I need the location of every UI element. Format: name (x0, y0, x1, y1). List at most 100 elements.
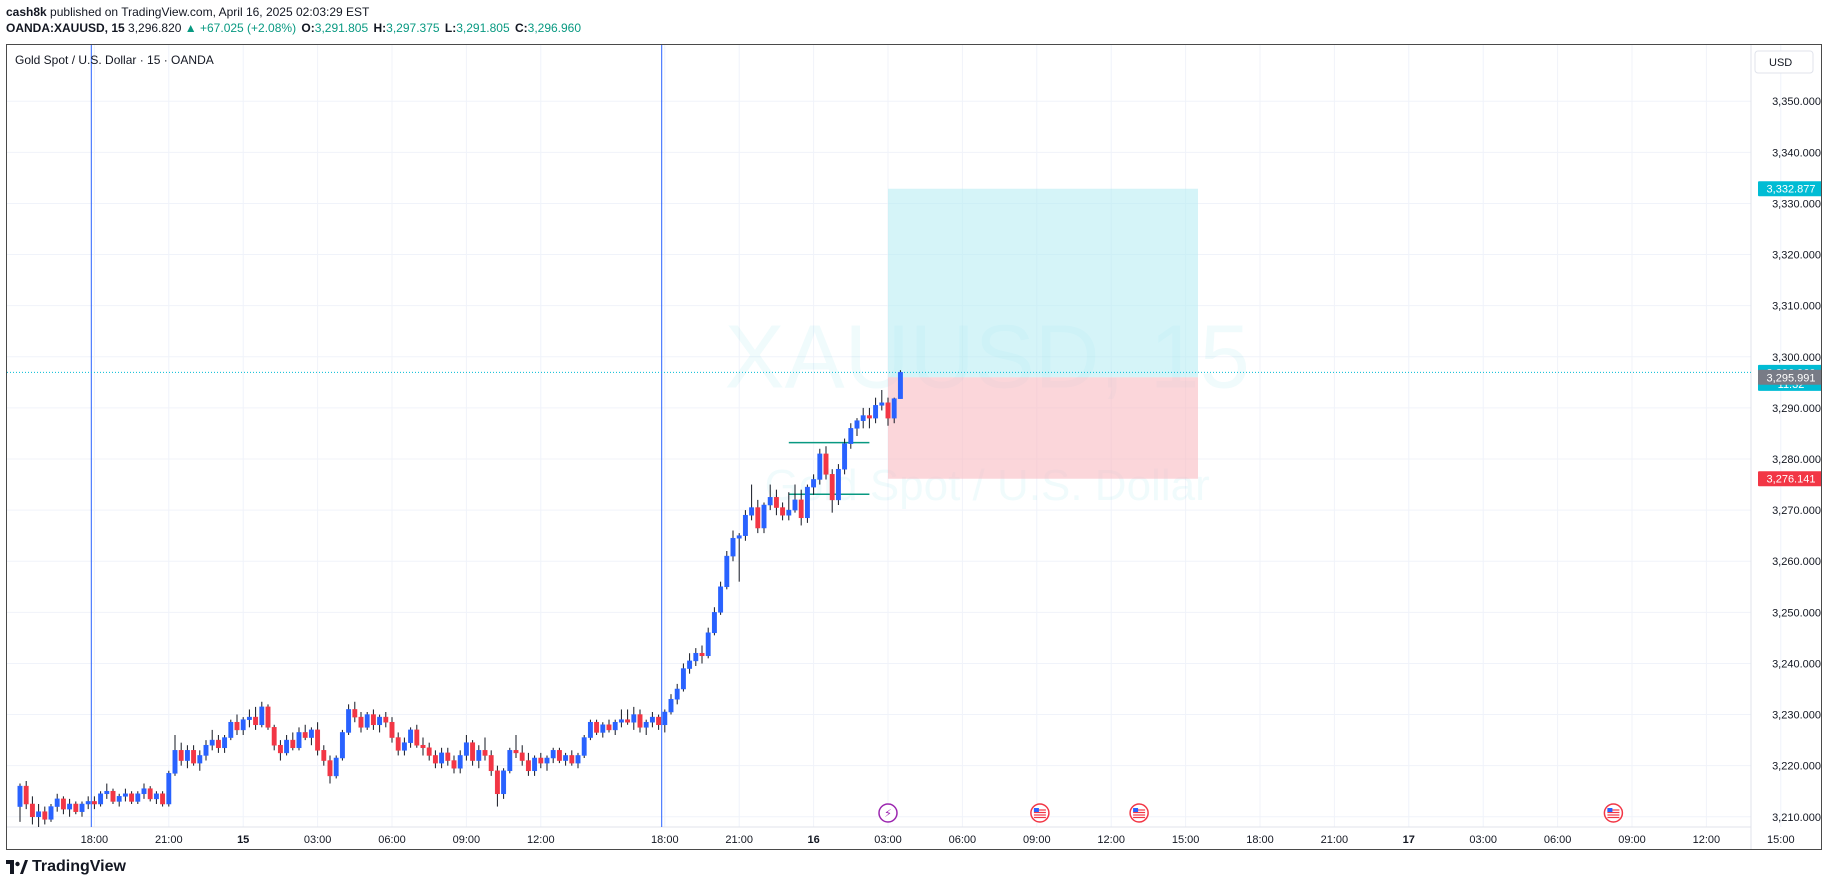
candle-body (203, 744, 209, 756)
price-tick-label: 3,290.000 (1772, 403, 1821, 415)
time-tick-label: 18:00 (81, 834, 109, 846)
time-tick-label: 12:00 (1097, 834, 1125, 846)
candle-body (240, 719, 246, 731)
candle-body (730, 537, 736, 557)
time-tick-label: 03:00 (874, 834, 902, 846)
candle-body (879, 402, 885, 406)
candle-body (705, 632, 711, 657)
candle-body (178, 750, 184, 761)
candle-body (389, 721, 395, 738)
author-name[interactable]: cash8k (6, 5, 47, 19)
candle-body (346, 709, 352, 733)
candle-body (476, 750, 482, 761)
event-flag-canton (1607, 808, 1613, 812)
target-price-badge: 3,332.877 (1767, 184, 1816, 196)
candle-body (463, 742, 469, 756)
price-tick-label: 3,250.000 (1772, 607, 1821, 619)
candle-body (525, 760, 531, 772)
currency-button-label[interactable]: USD (1769, 57, 1792, 69)
candle-body (885, 402, 891, 419)
candle-body (191, 750, 197, 764)
candle-body (556, 750, 562, 761)
candle-body (563, 755, 569, 761)
candle-body (680, 668, 686, 690)
candle-body (587, 721, 593, 738)
candle-body (339, 732, 345, 759)
candle-body (222, 737, 228, 749)
currency-button[interactable] (1754, 50, 1814, 74)
price-tick-label: 3,220.000 (1772, 761, 1821, 773)
candle-body (277, 744, 283, 754)
time-tick-label: 06:00 (378, 834, 406, 846)
low-value: 3,291.805 (456, 21, 510, 35)
candle-body (773, 497, 779, 508)
time-tick-label: 21:00 (155, 834, 183, 846)
candle-body (129, 793, 135, 802)
candle-body (172, 750, 178, 774)
candle-body (860, 415, 866, 421)
price-tick-label: 3,330.000 (1772, 198, 1821, 210)
candle-body (817, 453, 823, 480)
candle-body (668, 698, 674, 713)
candle-body (755, 507, 761, 529)
candle-body (358, 716, 364, 728)
candle-body (842, 443, 848, 470)
time-tick-label: 09:00 (1618, 834, 1646, 846)
tradingview-logo-icon (6, 860, 28, 874)
candle-body (718, 586, 724, 613)
candle-body (370, 714, 376, 726)
candle-body (116, 796, 122, 802)
candle-body (160, 793, 166, 805)
candle-body (854, 420, 860, 429)
time-tick-label: 21:00 (725, 834, 753, 846)
candle-body (494, 770, 500, 795)
candle-body (538, 757, 544, 764)
candle-body (302, 732, 308, 738)
time-tick-label: 03:00 (304, 834, 332, 846)
candle-body (209, 739, 215, 746)
candle-body (91, 801, 97, 805)
candle-body (296, 732, 302, 749)
candle-body (215, 739, 221, 749)
change-arrow-icon: ▲ (184, 21, 197, 35)
candle-body (643, 721, 649, 728)
candle-body (98, 793, 104, 805)
low-label: L: (444, 21, 457, 35)
candle-body (693, 652, 699, 662)
candle-body (674, 688, 680, 700)
candle-body (166, 773, 172, 805)
candle-body (228, 721, 234, 738)
candle-body (352, 709, 358, 718)
candle-body (575, 755, 581, 764)
candle-body (848, 428, 854, 444)
price-tick-label: 3,320.000 (1772, 250, 1821, 262)
price-tick-label: 3,310.000 (1772, 301, 1821, 313)
candle-body (470, 742, 476, 761)
event-flag-canton (1033, 808, 1039, 812)
candle-body (197, 755, 203, 764)
brand-name: TradingView (32, 858, 126, 875)
candle-body (383, 716, 389, 723)
candle-body (488, 755, 494, 772)
time-tick-label: 16 (807, 834, 819, 846)
candle-body (823, 453, 829, 475)
position-stop-zone (888, 377, 1198, 479)
tradingview-logo: TradingView (6, 858, 126, 876)
candle-body (327, 760, 333, 777)
candle-body (432, 755, 438, 764)
candle-body (60, 798, 66, 810)
candle-body (600, 724, 606, 733)
candle-body (544, 757, 550, 764)
publish-info: cash8k published on TradingView.com, Apr… (6, 5, 369, 19)
candle-body (594, 721, 600, 733)
time-tick-label: 15:00 (1172, 834, 1200, 846)
candle-body (550, 750, 556, 759)
candle-body (110, 790, 116, 802)
time-tick-label: 15:00 (1767, 834, 1795, 846)
candle-body (897, 372, 903, 399)
candle-body (835, 468, 841, 501)
candle-body (798, 499, 804, 519)
candle-body (54, 798, 60, 807)
candle-body (42, 811, 48, 820)
